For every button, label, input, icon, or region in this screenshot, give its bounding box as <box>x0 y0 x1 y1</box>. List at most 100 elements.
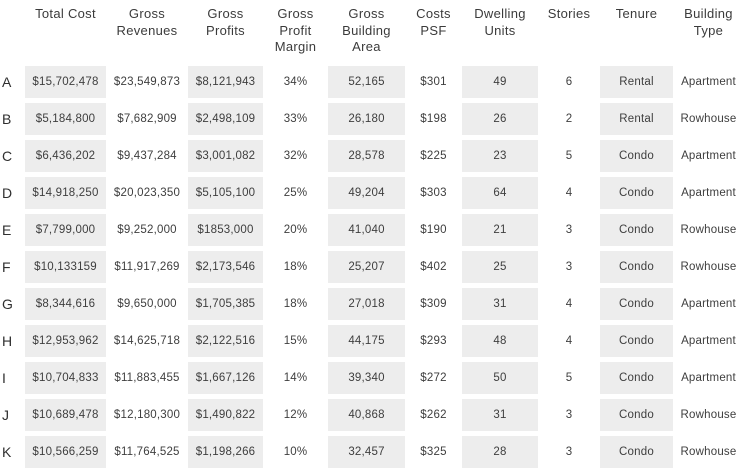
cell-H-total-cost: $12,953,962 <box>25 325 106 357</box>
cell-K-costs-psf: $325 <box>420 446 447 458</box>
cell-J-dwelling-units: 31 <box>462 399 538 431</box>
cell-A-dwelling-units: 49 <box>462 66 538 98</box>
row-label-K: K <box>2 444 12 460</box>
cell-D-gross-profits: $5,105,100 <box>188 177 263 209</box>
cell-A-stories: 6 <box>565 76 573 88</box>
cell-I-gross-profits: $1,667,126 <box>188 362 263 394</box>
cell-H-gross-building-area: 44,175 <box>328 325 405 357</box>
cell-E-gross-profits: $1853,000 <box>188 214 263 246</box>
cell-C-costs-psf: $225 <box>420 150 447 162</box>
cell-I-gross-revenues: $11,883,455 <box>114 372 180 384</box>
cell-F-gross-profits: $2,173,546 <box>188 251 263 283</box>
cell-K-dwelling-units: 28 <box>462 436 538 468</box>
cell-E-total-cost: $7,799,000 <box>25 214 106 246</box>
cell-B-costs-psf: $198 <box>420 113 447 125</box>
row-label-G: G <box>2 296 13 312</box>
cell-J-total-cost: $10,689,478 <box>25 399 106 431</box>
cell-K-stories: 3 <box>565 446 573 458</box>
cell-C-gross-profits: $3,001,082 <box>188 140 263 172</box>
cell-C-dwelling-units: 23 <box>462 140 538 172</box>
cell-G-gross-profit-margin: 18% <box>283 298 308 310</box>
cell-E-gross-revenues: $9,252,000 <box>117 224 177 236</box>
cell-J-gross-profits: $1,490,822 <box>188 399 263 431</box>
row-label-H: H <box>2 333 13 349</box>
cell-E-dwelling-units: 21 <box>462 214 538 246</box>
cell-I-tenure: Condo <box>600 362 673 394</box>
cell-C-building-type: Apartment <box>681 150 736 162</box>
cell-C-tenure: Condo <box>600 140 673 172</box>
column-header-stories: Stories <box>547 6 591 21</box>
cell-K-gross-profits: $1,198,266 <box>188 436 263 468</box>
column-header-costs-psf: Costs PSF <box>416 6 451 38</box>
cell-G-building-type: Apartment <box>681 298 736 310</box>
cell-D-gross-building-area: 49,204 <box>328 177 405 209</box>
cell-C-total-cost: $6,436,202 <box>25 140 106 172</box>
cell-H-dwelling-units: 48 <box>462 325 538 357</box>
cell-C-stories: 5 <box>565 150 573 162</box>
cell-D-gross-revenues: $20,023,350 <box>113 187 181 199</box>
cell-G-gross-revenues: $9,650,000 <box>117 298 177 310</box>
row-label-C: C <box>2 148 13 164</box>
cell-D-stories: 4 <box>565 187 573 199</box>
row-label-F: F <box>2 259 11 275</box>
cell-F-total-cost: $10,133159 <box>25 251 106 283</box>
cell-F-gross-profit-margin: 18% <box>283 261 308 273</box>
cell-G-total-cost: $8,344,616 <box>25 288 106 320</box>
cell-H-costs-psf: $293 <box>420 335 447 347</box>
column-header-gross-revenues: Gross Revenues <box>116 6 178 38</box>
cell-G-gross-profits: $1,705,385 <box>188 288 263 320</box>
cell-A-tenure: Rental <box>600 66 673 98</box>
column-header-tenure: Tenure <box>615 6 658 21</box>
cell-G-tenure: Condo <box>600 288 673 320</box>
cell-B-gross-building-area: 26,180 <box>328 103 405 135</box>
cell-G-stories: 4 <box>565 298 573 310</box>
cell-E-gross-building-area: 41,040 <box>328 214 405 246</box>
column-header-total-cost: Total Cost <box>35 6 96 21</box>
cell-J-gross-building-area: 40,868 <box>328 399 405 431</box>
cell-I-building-type: Apartment <box>681 372 736 384</box>
cell-B-total-cost: $5,184,800 <box>25 103 106 135</box>
cell-I-gross-building-area: 39,340 <box>328 362 405 394</box>
cell-H-tenure: Condo <box>600 325 673 357</box>
cell-E-costs-psf: $190 <box>420 224 447 236</box>
cell-F-costs-psf: $402 <box>420 261 447 273</box>
cell-I-costs-psf: $272 <box>420 372 447 384</box>
cell-H-stories: 4 <box>565 335 573 347</box>
cell-J-costs-psf: $262 <box>420 409 447 421</box>
cell-D-costs-psf: $303 <box>420 187 447 199</box>
cell-J-gross-profit-margin: 12% <box>283 409 308 421</box>
cell-E-tenure: Condo <box>600 214 673 246</box>
cell-C-gross-profit-margin: 32% <box>283 150 308 162</box>
cell-K-gross-building-area: 32,457 <box>328 436 405 468</box>
cell-E-stories: 3 <box>565 224 573 236</box>
cell-A-gross-building-area: 52,165 <box>328 66 405 98</box>
row-label-J: J <box>2 407 9 423</box>
cell-G-dwelling-units: 31 <box>462 288 538 320</box>
cell-I-stories: 5 <box>565 372 573 384</box>
column-header-gross-building-area: Gross Building Area <box>342 6 391 54</box>
cell-C-gross-building-area: 28,578 <box>328 140 405 172</box>
cell-A-gross-profits: $8,121,943 <box>188 66 263 98</box>
cell-I-dwelling-units: 50 <box>462 362 538 394</box>
cell-J-tenure: Condo <box>600 399 673 431</box>
cell-D-building-type: Apartment <box>681 187 736 199</box>
cell-F-gross-building-area: 25,207 <box>328 251 405 283</box>
row-label-B: B <box>2 111 12 127</box>
cell-H-gross-profits: $2,122,516 <box>188 325 263 357</box>
cell-G-gross-building-area: 27,018 <box>328 288 405 320</box>
cell-B-gross-profit-margin: 33% <box>283 113 308 125</box>
cell-D-total-cost: $14,918,250 <box>25 177 106 209</box>
cell-J-building-type: Rowhouse <box>680 409 737 421</box>
cell-I-total-cost: $10,704,833 <box>25 362 106 394</box>
cell-B-dwelling-units: 26 <box>462 103 538 135</box>
row-label-D: D <box>2 185 13 201</box>
cell-A-gross-revenues: $23,549,873 <box>113 76 181 88</box>
cell-E-gross-profit-margin: 20% <box>283 224 308 236</box>
cell-D-tenure: Condo <box>600 177 673 209</box>
cell-K-total-cost: $10,566,259 <box>25 436 106 468</box>
cell-K-tenure: Condo <box>600 436 673 468</box>
cell-H-gross-revenues: $14,625,718 <box>113 335 181 347</box>
column-header-dwelling-units: Dwelling Units <box>474 6 526 38</box>
row-label-A: A <box>2 74 12 90</box>
cell-H-building-type: Apartment <box>681 335 736 347</box>
